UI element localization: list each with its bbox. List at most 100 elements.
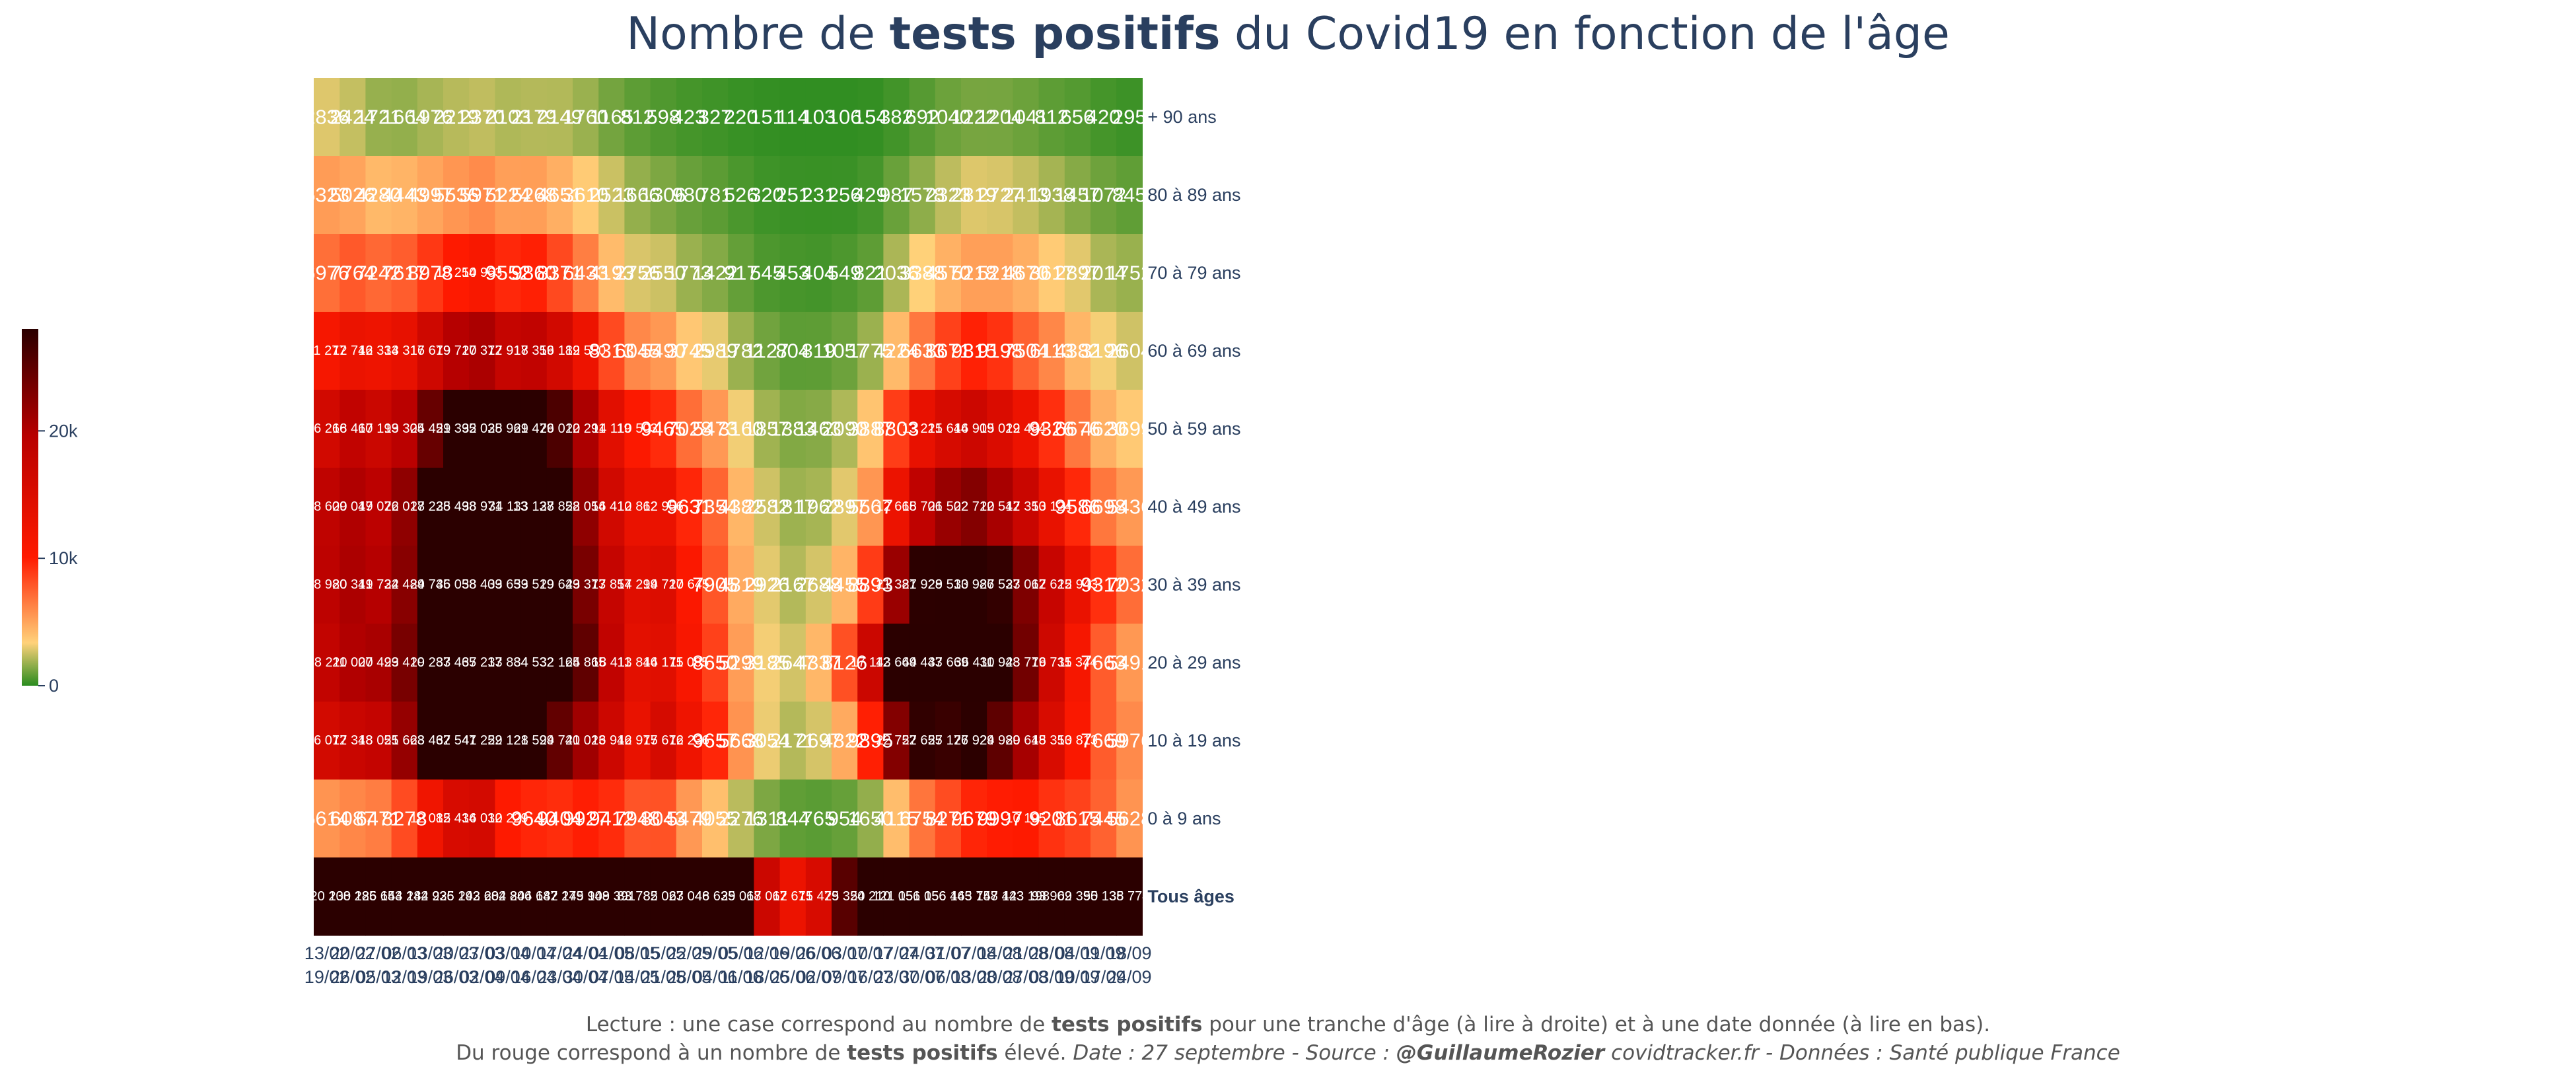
heatmap-cell <box>909 857 936 936</box>
heatmap-cell <box>340 468 366 546</box>
heatmap-cell <box>573 156 599 235</box>
colorbar: 0 10k 20k <box>22 329 78 696</box>
column-label-end: 07/05 <box>589 967 634 987</box>
column-label-start: 15/05 <box>641 943 686 963</box>
cell-value-label: 5218 <box>977 262 1022 285</box>
heatmap-cell <box>417 468 444 546</box>
cell-value-label: 154 <box>853 106 888 129</box>
heatmap-cell <box>365 390 392 468</box>
cell-value-label: 29 513 <box>928 577 968 592</box>
heatmap-cell <box>779 857 806 936</box>
heatmap-cell <box>546 156 573 235</box>
heatmap-cell <box>598 234 625 312</box>
column-label-end: 26/02 <box>330 967 375 987</box>
heatmap-cell <box>598 780 625 858</box>
heatmap-cell <box>598 624 625 702</box>
heatmap-cell <box>987 234 1013 312</box>
heatmap-cell <box>340 78 366 157</box>
cell-value-label: 12 862 <box>617 499 657 514</box>
heatmap-cell <box>909 468 936 546</box>
row-label: 40 à 49 ans <box>1147 497 1240 517</box>
heatmap-cell <box>1038 156 1065 235</box>
heatmap-cell <box>832 702 858 780</box>
cell-value-label: 5218 <box>951 262 997 285</box>
heatmap-cell <box>1091 312 1117 390</box>
heatmap-cell <box>961 234 987 312</box>
cell-value-label: 15 479 <box>799 889 839 904</box>
cell-value-label: 21 502 <box>928 499 968 514</box>
cell-value-label: 38 774 <box>1109 889 1149 904</box>
heatmap-cell <box>546 312 573 390</box>
cell-value-label: 1773 <box>666 262 712 285</box>
heatmap-cell <box>624 78 651 157</box>
cell-value-label: 2149 <box>537 106 583 129</box>
cell-value-label: 63 046 <box>669 889 709 904</box>
heatmap-cell <box>832 624 858 702</box>
row-label: 80 à 89 ans <box>1147 185 1240 205</box>
heatmap-cell <box>754 156 781 235</box>
heatmap-cell <box>443 78 470 157</box>
heatmap-cell <box>314 468 340 546</box>
cell-value-label: 4443 <box>382 184 427 207</box>
cell-value-label: 5614 <box>304 807 349 830</box>
heatmap-cell <box>417 702 444 780</box>
heatmap-cell <box>1116 156 1143 235</box>
column-label-start: 31/07 <box>926 943 971 963</box>
column-label-end: 17/09 <box>1081 967 1126 987</box>
heatmap-cell <box>1038 312 1065 390</box>
cell-value-label: 2989 <box>692 340 738 363</box>
heatmap-cell <box>987 857 1013 936</box>
cell-value-label: 1422 <box>692 262 738 285</box>
cell-value-label: 15 644 <box>928 421 968 436</box>
heatmap-cell <box>340 780 366 858</box>
column-label-end: 16/04 <box>511 967 556 987</box>
heatmap-cell <box>495 857 522 936</box>
heatmap-cell <box>495 546 522 624</box>
cell-value-label: 22 712 <box>954 499 994 514</box>
cell-value-label: 22 752 <box>876 733 916 748</box>
cell-value-label: 3745 <box>666 340 712 363</box>
cell-value-label: 1165 <box>589 106 633 129</box>
cell-value-label: 41 252 <box>462 733 502 748</box>
cell-value-label: 8671 <box>925 340 971 363</box>
heatmap-cell <box>1091 78 1117 157</box>
heatmap-cell <box>754 468 781 546</box>
heatmap-cell <box>650 312 677 390</box>
heatmap-cell <box>702 156 729 235</box>
column-label-start: 24/07 <box>900 943 945 963</box>
column-label-end: 19/02 <box>304 967 349 987</box>
heatmap-cell <box>573 702 599 780</box>
cell-value-label: 526 <box>724 184 758 207</box>
heatmap-cell <box>314 857 340 936</box>
cell-value-label: 2171 <box>770 729 816 752</box>
cell-value-label: 103 <box>802 106 836 129</box>
heatmap-cell <box>495 702 522 780</box>
cell-value-label: 3185 <box>744 651 790 674</box>
heatmap-cell <box>314 78 340 157</box>
heatmap-cell <box>1091 234 1117 312</box>
column-label-end: 21/05 <box>641 967 686 987</box>
cell-value-label: 156 445 <box>924 889 972 904</box>
cell-value-label: 18 609 <box>306 499 347 514</box>
heatmap-cell <box>1091 390 1117 468</box>
cell-value-label: 17 193 <box>358 421 398 436</box>
cell-value-label: 5491 <box>1106 651 1152 674</box>
column-label-start: 11/09 <box>1082 943 1126 963</box>
cell-value-label: 6087 <box>330 807 375 830</box>
cell-value-label: 8978 <box>408 262 453 285</box>
heatmap-cell <box>469 702 495 780</box>
cell-value-label: 4224 <box>874 340 919 363</box>
cell-value-label: 1057 <box>822 340 867 363</box>
cell-value-label: 2370 <box>459 106 505 129</box>
heatmap-cell <box>805 390 832 468</box>
heatmap-cell <box>728 234 754 312</box>
cell-value-label: 27 928 <box>902 577 943 592</box>
cell-value-label: 18 359 <box>514 344 554 358</box>
heatmap-cell <box>909 702 936 780</box>
cell-value-label: 9895 <box>847 729 893 752</box>
cell-value-label: 83 782 <box>617 889 657 904</box>
cell-value-label: 8278 <box>382 807 427 830</box>
heatmap-cell <box>520 312 548 390</box>
cell-value-label: 821 <box>853 262 888 285</box>
column-label-start: 12/06 <box>744 943 789 963</box>
